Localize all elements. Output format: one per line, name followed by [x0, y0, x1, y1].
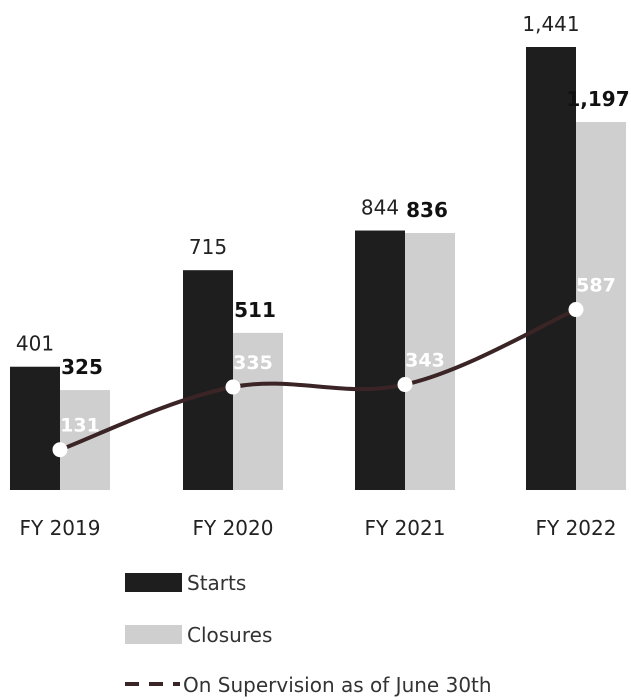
label-starts-1: 715: [189, 235, 227, 259]
legend-label-starts: Starts: [187, 571, 246, 595]
bar-starts-2: [355, 230, 405, 490]
bar-starts-1: [183, 270, 233, 490]
label-starts-3: 1,441: [522, 12, 579, 36]
starts-value-labels: 401 715 844 1,441: [16, 12, 580, 356]
supervision-point-0: [52, 442, 68, 458]
bar-starts-0: [10, 366, 60, 490]
x-tick-2: FY 2021: [365, 516, 446, 540]
supervision-point-1: [225, 379, 241, 395]
label-closures-1: 511: [234, 298, 276, 322]
x-tick-0: FY 2019: [20, 516, 101, 540]
bar-closures-3: [576, 122, 626, 491]
supervision-point-3: [568, 302, 584, 318]
starts-bars: [10, 47, 576, 490]
x-axis-ticks: FY 2019 FY 2020 FY 2021 FY 2022: [20, 516, 617, 540]
bar-closures-1: [233, 332, 283, 490]
label-closures-0: 325: [61, 355, 103, 379]
legend-label-closures: Closures: [187, 623, 272, 647]
bar-starts-3: [526, 47, 576, 490]
x-tick-1: FY 2020: [193, 516, 274, 540]
label-supervision-3: 587: [576, 275, 616, 297]
legend-swatch-starts: [125, 573, 182, 592]
supervision-point-2: [397, 377, 413, 393]
closures-value-labels: 325 511 836 1,197: [61, 87, 630, 379]
supervision-line-layer: 131 335 343 587: [52, 275, 616, 458]
label-starts-0: 401: [16, 332, 54, 356]
supervision-line: [59, 307, 577, 452]
x-tick-3: FY 2022: [536, 516, 617, 540]
legend-swatch-closures: [125, 625, 182, 644]
legend-label-supervision: On Supervision as of June 30th: [183, 673, 492, 697]
label-starts-2: 844: [361, 196, 399, 220]
label-supervision-1: 335: [233, 352, 273, 374]
label-closures-3: 1,197: [566, 87, 629, 111]
label-supervision-2: 343: [405, 350, 445, 372]
label-supervision-0: 131: [60, 415, 100, 437]
label-closures-2: 836: [406, 198, 448, 222]
legend: Starts Closures On Supervision as of Jun…: [125, 571, 492, 697]
bar-closures-2: [405, 232, 455, 490]
